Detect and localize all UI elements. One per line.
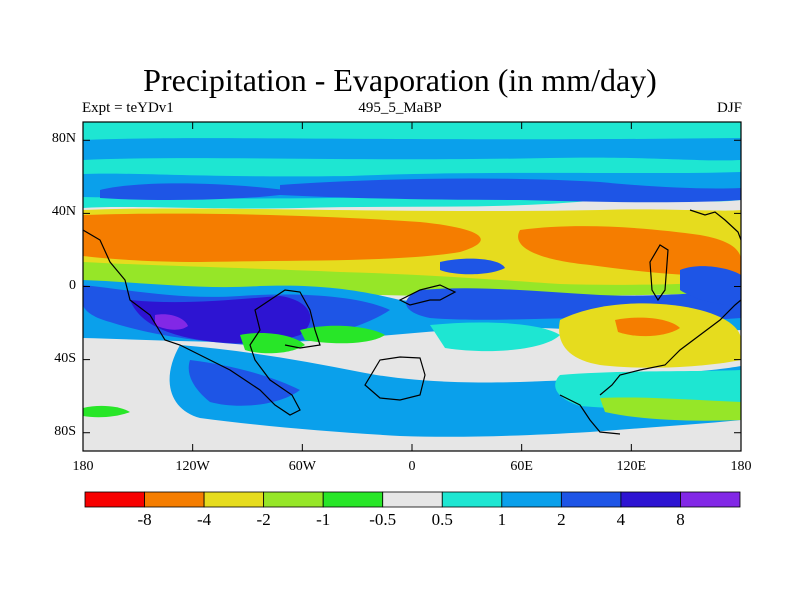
season-label: DJF [716, 100, 742, 116]
antarctic-dry [83, 435, 741, 451]
lat-tick-label: 40S [54, 350, 76, 366]
colorbar-label: -4 [196, 510, 212, 529]
colorbar-label: -0.5 [369, 510, 397, 529]
lon-tick-label: 180 [730, 459, 752, 474]
north-subtropic-orange-east [518, 226, 741, 276]
colorbar-swatch [620, 491, 681, 508]
lon-tick-label: 120W [175, 459, 210, 474]
continent-americas-outline [83, 229, 321, 416]
north-subtropic-orange [83, 213, 481, 262]
north-cyan-streak [83, 157, 741, 177]
continent-southern-outline [364, 356, 426, 401]
south-green-east [600, 397, 741, 421]
lon-tick-label: 180 [72, 459, 94, 474]
pacific-blue-west [680, 266, 741, 306]
south-cyan-mid [430, 322, 560, 352]
lon-tick-label: 60W [288, 459, 316, 474]
colorbar-swatch [680, 491, 741, 508]
colorbar-swatch [84, 491, 145, 508]
lon-tick-label: 0 [408, 459, 416, 474]
colorbar-label: -1 [316, 510, 331, 529]
field-layer [83, 122, 741, 451]
colorbar-swatch [203, 491, 265, 508]
south-green-west [240, 333, 305, 354]
colorbar-label: 4 [616, 510, 626, 529]
colorbar-label: 1 [497, 510, 507, 529]
lon-tick-label: 60E [510, 459, 533, 474]
continent-antarctic-outline [559, 394, 621, 435]
lat-tick-label: 80N [51, 131, 76, 147]
north-storm-track-2 [100, 183, 300, 200]
south-green-far-west [83, 405, 130, 418]
equatorial-violet-spot [155, 314, 188, 330]
colorbar-swatch [322, 491, 384, 508]
lat-tick-label: 40N [51, 204, 76, 220]
plot-title: Precipitation - Evaporation (in mm/day) [143, 62, 657, 98]
lat-tick-label: 80S [54, 423, 76, 439]
period-label: 495_5_MaBP [358, 100, 442, 116]
arabian-blue-spot [440, 258, 505, 275]
continent-east-outline [649, 244, 669, 302]
colorbar-swatch [382, 491, 443, 508]
south-storm-track-blue [188, 360, 300, 406]
experiment-label: Expt = teYDv1 [82, 100, 174, 116]
colorbar-swatch [263, 491, 324, 508]
north-storm-track-3 [280, 178, 741, 203]
colorbar-swatch [560, 491, 622, 508]
colorbar-label: 8 [676, 510, 685, 529]
continent-outlines [83, 209, 741, 435]
colorbar-swatch [144, 491, 205, 508]
continent-africa-outline [398, 284, 457, 306]
continent-northeast-outline [689, 209, 741, 241]
colorbar-label: -2 [256, 510, 271, 529]
lat-tick-label: 0 [69, 277, 76, 293]
south-green-mid [300, 325, 385, 344]
equatorial-indigo-core [130, 296, 311, 344]
colorbar-label: 2 [557, 510, 566, 529]
axis-ticks [82, 122, 742, 451]
colorbar-label: 0.5 [431, 510, 453, 529]
colorbar-swatch [441, 491, 503, 508]
colorbar-label: -8 [137, 510, 152, 529]
south-subtropic-orange [615, 317, 680, 337]
lon-tick-label: 120E [616, 459, 647, 474]
colorbar-swatch [501, 491, 562, 508]
continent-asia-outline [599, 299, 741, 396]
south-storm-track [169, 345, 741, 437]
